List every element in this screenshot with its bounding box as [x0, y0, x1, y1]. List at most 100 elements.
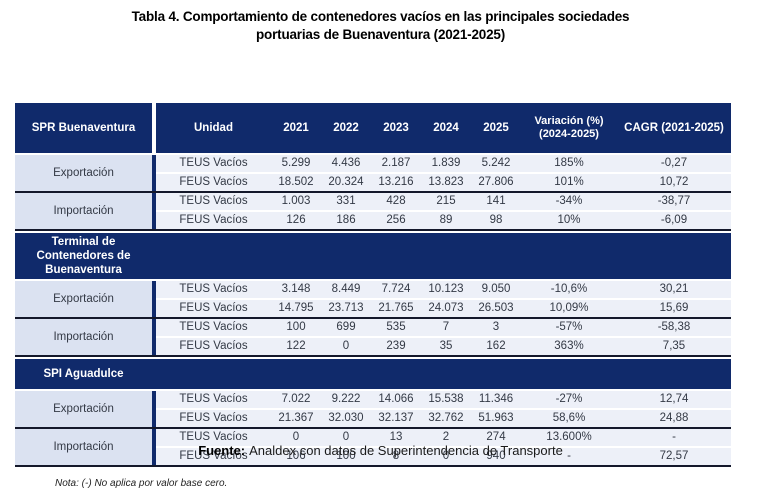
tcbuen-exportacion-group: Exportación TEUS Vacíos 3.148 8.449 7.72…	[15, 281, 731, 317]
spr-exportacion-group: Exportación TEUS Vacíos 5.299 4.436 2.18…	[15, 155, 731, 191]
value-2022: 32.030	[328, 412, 364, 424]
section-spi-aguadulce: Exportación TEUS Vacíos 7.022 9.222 14.0…	[15, 391, 731, 467]
value-2021: 106	[286, 450, 306, 462]
group-data: TEUS Vacíos 1.003 331 428 215 141 -34% -…	[156, 193, 731, 229]
header-year-2025: 2025	[483, 122, 509, 134]
value-cagr: 30,21	[659, 283, 689, 295]
section-header-tcbuen: Terminal de Contenedores de Buenaventura	[15, 233, 731, 279]
group-data: TEUS Vacíos 100 699 535 7 3 -57% -58,38 …	[156, 319, 731, 355]
unidad-cell: FEUS Vacíos	[179, 176, 248, 188]
value-2023: 13.216	[378, 176, 414, 188]
value-2024: 0	[442, 450, 450, 462]
value-2025: 141	[486, 195, 506, 207]
column-divider	[152, 193, 156, 229]
value-2022: 331	[336, 195, 356, 207]
value-2022: 23.713	[328, 302, 364, 314]
value-2023: 535	[386, 321, 406, 333]
header-year-2021: 2021	[283, 122, 309, 134]
value-2024: 89	[439, 214, 453, 226]
value-2023: 8	[392, 450, 400, 462]
value-2022: 186	[336, 214, 356, 226]
value-2022: 0	[342, 340, 350, 352]
value-2025: 26.503	[478, 302, 514, 314]
spi-importacion-group: Importación TEUS Vacíos 0 0 13 2 274 13.…	[15, 427, 731, 465]
value-variacion: 58,6%	[552, 412, 586, 424]
spr-importacion-group: Importación TEUS Vacíos 1.003 331 428 21…	[15, 191, 731, 229]
value-2023: 13	[389, 431, 403, 443]
group-data: TEUS Vacíos 3.148 8.449 7.724 10.123 9.0…	[156, 281, 731, 317]
value-2024: 32.762	[428, 412, 464, 424]
unidad-cell: TEUS Vacíos	[179, 321, 248, 333]
unidad-cell: TEUS Vacíos	[179, 195, 248, 207]
value-2021: 0	[292, 431, 300, 443]
value-variacion: 10,09%	[549, 302, 589, 314]
value-2023: 32.137	[378, 412, 414, 424]
value-variacion: -10,6%	[550, 283, 588, 295]
table-row: FEUS Vacíos 122 0 239 35 162 363% 7,35	[156, 338, 731, 355]
value-2025: 27.806	[478, 176, 514, 188]
value-2021: 100	[286, 321, 306, 333]
value-2024: 35	[439, 340, 453, 352]
header-variacion-line2: (2024-2025)	[539, 128, 599, 140]
value-2022: 0	[342, 431, 350, 443]
unidad-cell: FEUS Vacíos	[179, 450, 248, 462]
table-row: FEUS Vacíos 126 186 256 89 98 10% -6,09	[156, 212, 731, 229]
group-label-exportacion: Exportación	[15, 281, 152, 317]
table-title: Tabla 4. Comportamiento de contenedores …	[0, 0, 761, 43]
column-divider	[152, 429, 156, 465]
group-label-importacion: Importación	[15, 193, 152, 229]
value-2025: 162	[486, 340, 506, 352]
value-2024: 15.538	[428, 393, 464, 405]
value-cagr: 12,74	[659, 393, 689, 405]
value-2022: 20.324	[328, 176, 364, 188]
table-title-line1: Tabla 4. Comportamiento de contenedores …	[131, 9, 630, 24]
unidad-cell: TEUS Vacíos	[179, 283, 248, 295]
group-label-importacion: Importación	[15, 319, 152, 355]
unidad-cell: TEUS Vacíos	[179, 431, 248, 443]
value-2025: 5.242	[481, 157, 511, 169]
header-variacion: Variación (%) (2024-2025)	[521, 115, 617, 141]
value-2024: 2	[442, 431, 450, 443]
group-data: TEUS Vacíos 0 0 13 2 274 13.600% - FEUS …	[156, 429, 731, 465]
group-data: TEUS Vacíos 7.022 9.222 14.066 15.538 11…	[156, 391, 731, 427]
value-2021: 122	[286, 340, 306, 352]
value-2022: 8.449	[331, 283, 361, 295]
header-year-2023: 2023	[383, 122, 409, 134]
column-divider	[152, 281, 156, 317]
header-unidad: Unidad	[194, 122, 233, 134]
header-variacion-line1: Variación (%)	[534, 115, 604, 127]
value-2021: 1.003	[281, 195, 311, 207]
tcbuen-importacion-group: Importación TEUS Vacíos 100 699 535 7 3 …	[15, 317, 731, 355]
spi-exportacion-group: Exportación TEUS Vacíos 7.022 9.222 14.0…	[15, 391, 731, 427]
value-cagr: 10,72	[659, 176, 689, 188]
group-label-exportacion: Exportación	[15, 391, 152, 427]
unidad-cell: FEUS Vacíos	[179, 214, 248, 226]
value-2025: 98	[489, 214, 503, 226]
value-2023: 428	[386, 195, 406, 207]
table-row: FEUS Vacíos 106 100 8 0 940 - 72,57	[156, 448, 731, 465]
value-2022: 4.436	[331, 157, 361, 169]
value-variacion: 185%	[554, 157, 584, 169]
value-2021: 14.795	[278, 302, 314, 314]
header-column-gap	[152, 103, 156, 153]
unidad-cell: FEUS Vacíos	[179, 412, 248, 424]
value-2023: 14.066	[378, 393, 414, 405]
value-2021: 3.148	[281, 283, 311, 295]
containers-table: SPR Buenaventura Unidad 2021 2022 2023 2…	[15, 103, 731, 467]
group-data: TEUS Vacíos 5.299 4.436 2.187 1.839 5.24…	[156, 155, 731, 191]
source-line: Fuente: Analdex con datos de Superintende…	[0, 443, 761, 458]
table-title-line2: portuarias de Buenaventura (2021-2025)	[256, 26, 505, 42]
value-2024: 24.073	[428, 302, 464, 314]
table-row: TEUS Vacíos 1.003 331 428 215 141 -34% -…	[156, 193, 731, 212]
value-2022: 699	[336, 321, 356, 333]
value-cagr: 24,88	[659, 412, 689, 424]
value-2021: 7.022	[281, 393, 311, 405]
value-variacion: -27%	[555, 393, 583, 405]
value-variacion: 10%	[557, 214, 581, 226]
value-2025: 274	[486, 431, 506, 443]
value-variacion: -	[567, 450, 571, 462]
value-2024: 7	[442, 321, 450, 333]
value-2021: 21.367	[278, 412, 314, 424]
value-2023: 256	[386, 214, 406, 226]
